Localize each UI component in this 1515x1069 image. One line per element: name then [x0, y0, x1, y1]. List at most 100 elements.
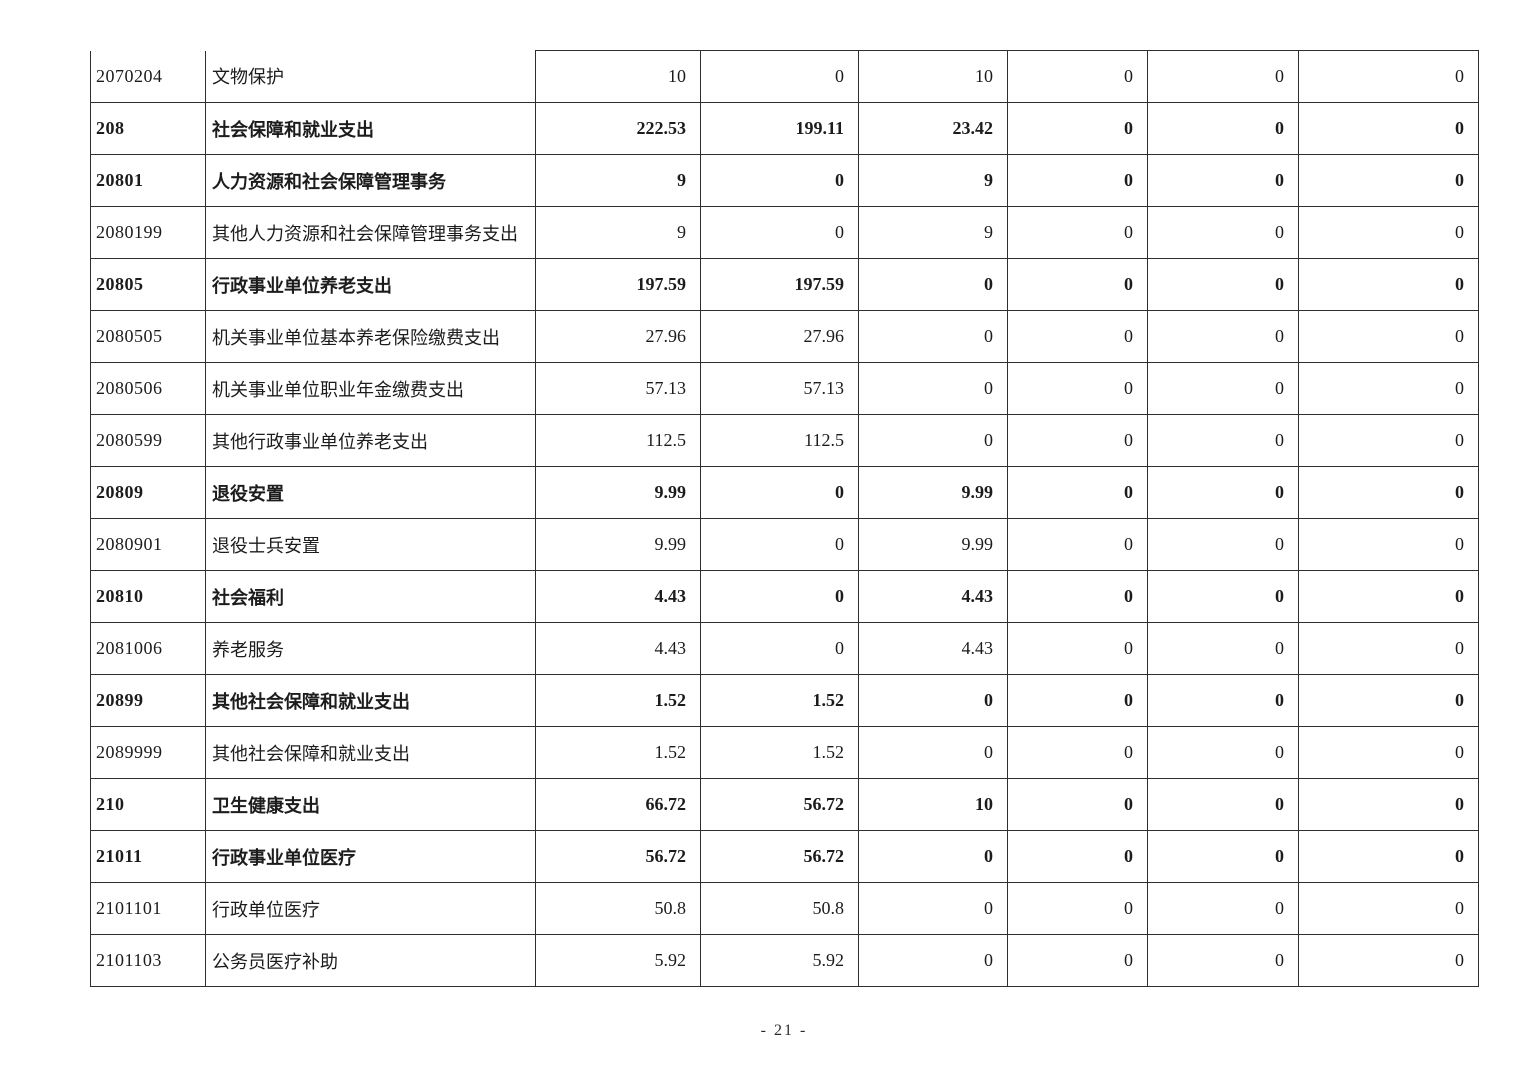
code-cell: 210	[90, 778, 206, 831]
value-cell: 57.13	[535, 362, 701, 415]
value-cell: 0	[1147, 726, 1299, 779]
value-cell: 1.52	[535, 726, 701, 779]
page-number: - 21 -	[760, 1022, 808, 1039]
value-cell: 0	[858, 310, 1008, 363]
value-cell: 0	[1147, 50, 1299, 103]
name-cell: 退役士兵安置	[205, 518, 536, 571]
value-cell: 112.5	[700, 414, 859, 467]
name-cell: 社会福利	[205, 570, 536, 623]
name-cell: 养老服务	[205, 622, 536, 675]
code-cell: 2080199	[90, 206, 206, 259]
value-cell: 0	[1298, 102, 1479, 155]
value-cell: 0	[1007, 362, 1148, 415]
value-cell: 0	[858, 882, 1008, 935]
table-row: 2101103 公务员医疗补助 5.92 5.92 0 0 0 0	[90, 934, 1479, 987]
value-cell: 9	[858, 206, 1008, 259]
value-cell: 9.99	[535, 518, 701, 571]
table-row: 20801 人力资源和社会保障管理事务 9 0 9 0 0 0	[90, 154, 1479, 207]
value-cell: 0	[1147, 518, 1299, 571]
value-cell: 9	[535, 154, 701, 207]
name-cell: 文物保护	[205, 50, 536, 103]
value-cell: 0	[1007, 310, 1148, 363]
value-cell: 0	[1147, 154, 1299, 207]
value-cell: 0	[1007, 726, 1148, 779]
table-row: 2070204 文物保护 10 0 10 0 0 0	[90, 50, 1479, 103]
value-cell: 23.42	[858, 102, 1008, 155]
table-row: 20810 社会福利 4.43 0 4.43 0 0 0	[90, 570, 1479, 623]
value-cell: 50.8	[535, 882, 701, 935]
value-cell: 0	[1007, 622, 1148, 675]
value-cell: 66.72	[535, 778, 701, 831]
value-cell: 1.52	[535, 674, 701, 727]
value-cell: 0	[1147, 206, 1299, 259]
value-cell: 0	[1298, 934, 1479, 987]
name-cell: 公务员医疗补助	[205, 934, 536, 987]
value-cell: 197.59	[535, 258, 701, 311]
value-cell: 0	[1298, 518, 1479, 571]
value-cell: 0	[1007, 258, 1148, 311]
value-cell: 0	[1298, 622, 1479, 675]
value-cell: 222.53	[535, 102, 701, 155]
table-row: 21011 行政事业单位医疗 56.72 56.72 0 0 0 0	[90, 830, 1479, 883]
value-cell: 0	[858, 414, 1008, 467]
code-cell: 2080901	[90, 518, 206, 571]
code-cell: 20801	[90, 154, 206, 207]
value-cell: 0	[1298, 570, 1479, 623]
code-cell: 20809	[90, 466, 206, 519]
value-cell: 0	[1007, 50, 1148, 103]
value-cell: 0	[1007, 466, 1148, 519]
table-row: 2101101 行政单位医疗 50.8 50.8 0 0 0 0	[90, 882, 1479, 935]
table-row: 208 社会保障和就业支出 222.53 199.11 23.42 0 0 0	[90, 102, 1479, 155]
value-cell: 10	[535, 50, 701, 103]
value-cell: 0	[700, 206, 859, 259]
name-cell: 机关事业单位职业年金缴费支出	[205, 362, 536, 415]
value-cell: 0	[700, 622, 859, 675]
value-cell: 0	[858, 362, 1008, 415]
value-cell: 0	[1298, 50, 1479, 103]
value-cell: 0	[1007, 882, 1148, 935]
value-cell: 0	[700, 50, 859, 103]
value-cell: 0	[1007, 154, 1148, 207]
value-cell: 0	[1298, 882, 1479, 935]
table-row: 2080199 其他人力资源和社会保障管理事务支出 9 0 9 0 0 0	[90, 206, 1479, 259]
table-row: 2080901 退役士兵安置 9.99 0 9.99 0 0 0	[90, 518, 1479, 571]
value-cell: 0	[858, 258, 1008, 311]
value-cell: 4.43	[858, 622, 1008, 675]
value-cell: 0	[1147, 570, 1299, 623]
value-cell: 0	[1147, 102, 1299, 155]
value-cell: 0	[858, 674, 1008, 727]
value-cell: 0	[700, 154, 859, 207]
name-cell: 人力资源和社会保障管理事务	[205, 154, 536, 207]
value-cell: 0	[1298, 830, 1479, 883]
name-cell: 行政单位医疗	[205, 882, 536, 935]
table-row: 20809 退役安置 9.99 0 9.99 0 0 0	[90, 466, 1479, 519]
budget-table-body: 2070204 文物保护 10 0 10 0 0 0 208 社会保障和就业支出 222.53 199…	[90, 50, 1479, 987]
table-row: 2080599 其他行政事业单位养老支出 112.5 112.5 0 0 0 0	[90, 414, 1479, 467]
name-cell: 卫生健康支出	[205, 778, 536, 831]
code-cell: 21011	[90, 830, 206, 883]
value-cell: 0	[1007, 674, 1148, 727]
code-cell: 2080599	[90, 414, 206, 467]
value-cell: 4.43	[858, 570, 1008, 623]
table-row: 20805 行政事业单位养老支出 197.59 197.59 0 0 0 0	[90, 258, 1479, 311]
value-cell: 0	[1007, 830, 1148, 883]
name-cell: 其他社会保障和就业支出	[205, 674, 536, 727]
name-cell: 行政事业单位医疗	[205, 830, 536, 883]
value-cell: 0	[858, 830, 1008, 883]
value-cell: 0	[1147, 882, 1299, 935]
code-cell: 20810	[90, 570, 206, 623]
value-cell: 27.96	[700, 310, 859, 363]
value-cell: 112.5	[535, 414, 701, 467]
code-cell: 20899	[90, 674, 206, 727]
value-cell: 0	[858, 726, 1008, 779]
code-cell: 2101103	[90, 934, 206, 987]
value-cell: 0	[1147, 830, 1299, 883]
name-cell: 其他行政事业单位养老支出	[205, 414, 536, 467]
value-cell: 0	[1298, 674, 1479, 727]
value-cell: 0	[1007, 206, 1148, 259]
name-cell: 机关事业单位基本养老保险缴费支出	[205, 310, 536, 363]
value-cell: 1.52	[700, 726, 859, 779]
value-cell: 0	[1298, 466, 1479, 519]
value-cell: 0	[700, 518, 859, 571]
name-cell: 退役安置	[205, 466, 536, 519]
